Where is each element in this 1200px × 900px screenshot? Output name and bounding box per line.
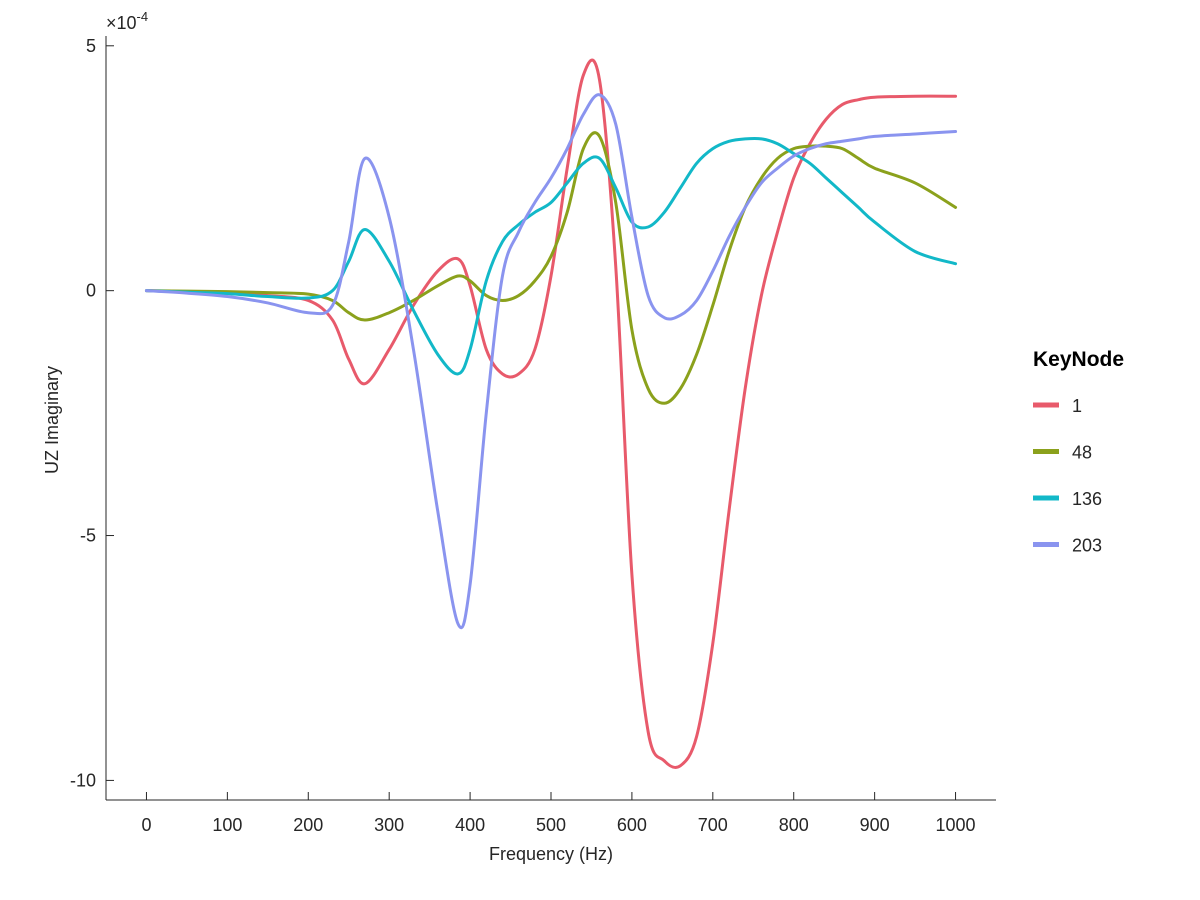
y-tick-label: -5 bbox=[80, 526, 96, 546]
y-tick-label: 0 bbox=[86, 281, 96, 301]
axes bbox=[105, 36, 996, 801]
x-tick-label: 400 bbox=[455, 815, 485, 835]
series-line-203 bbox=[144, 93, 958, 630]
x-tick-label: 800 bbox=[779, 815, 809, 835]
x-tick-label: 500 bbox=[536, 815, 566, 835]
x-tick-label: 1000 bbox=[936, 815, 976, 835]
y-exponent-power: -4 bbox=[137, 9, 149, 24]
legend-title: KeyNode bbox=[1033, 348, 1124, 371]
x-tick-label: 600 bbox=[617, 815, 647, 835]
legend-label-48: 48 bbox=[1072, 443, 1092, 463]
legend-label-136: 136 bbox=[1072, 489, 1102, 509]
x-tick-label: 200 bbox=[293, 815, 323, 835]
x-tick-label: 100 bbox=[212, 815, 242, 835]
series-line-1 bbox=[144, 58, 958, 769]
x-tick-label: 300 bbox=[374, 815, 404, 835]
x-axis-title: Frequency (Hz) bbox=[489, 844, 613, 864]
y-exponent-label: ×10-4 bbox=[106, 9, 148, 33]
y-exponent-base: ×10 bbox=[106, 13, 137, 33]
y-axis-title: UZ Imaginary bbox=[42, 366, 62, 474]
series-line-136 bbox=[144, 136, 958, 376]
x-tick-label: 900 bbox=[860, 815, 890, 835]
x-tick-label: 0 bbox=[141, 815, 151, 835]
legend: KeyNode 1 48 136 203 bbox=[1033, 348, 1124, 556]
y-ticks: -10 -5 0 5 bbox=[70, 36, 114, 790]
x-ticks: 0 100 200 300 400 500 600 700 800 900 1000 bbox=[141, 792, 976, 835]
series-line-48 bbox=[144, 131, 958, 405]
y-tick-label: -10 bbox=[70, 770, 96, 790]
legend-label-1: 1 bbox=[1072, 396, 1082, 416]
legend-label-203: 203 bbox=[1072, 536, 1102, 556]
y-tick-label: 5 bbox=[86, 36, 96, 56]
x-tick-label: 700 bbox=[698, 815, 728, 835]
series-lines bbox=[144, 58, 958, 769]
